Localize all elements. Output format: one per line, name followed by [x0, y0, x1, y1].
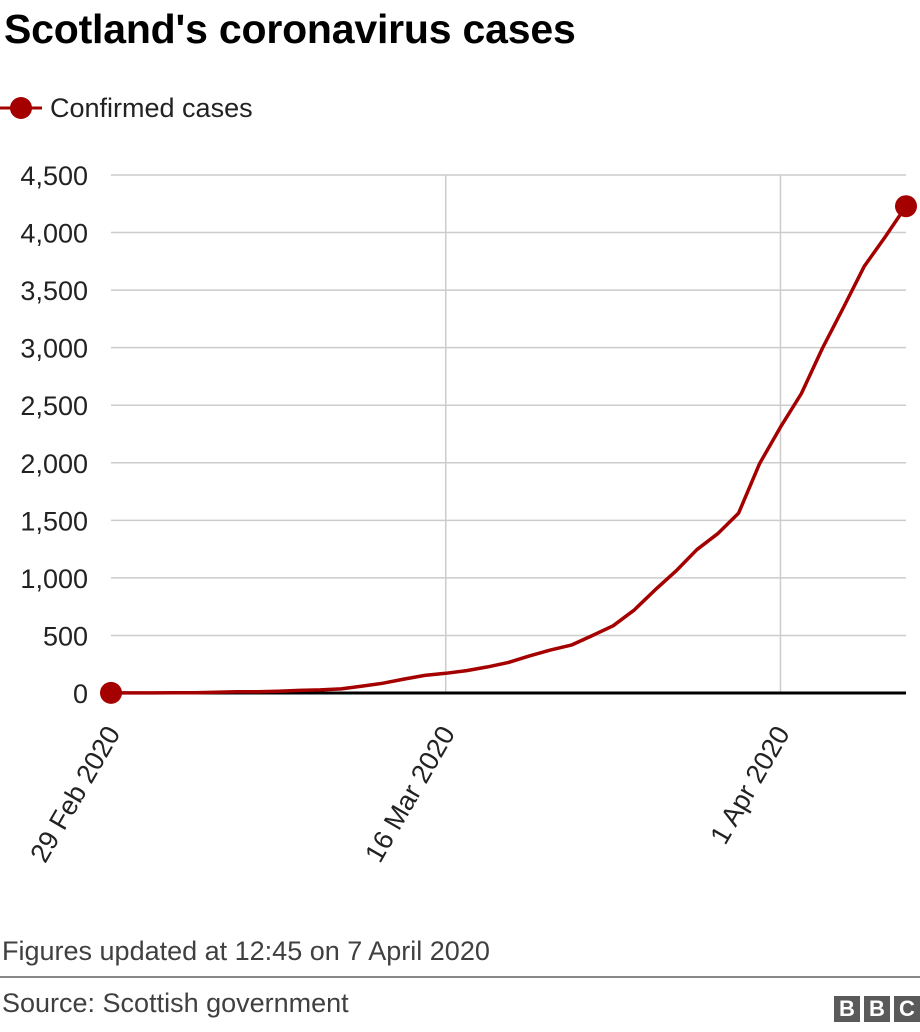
- y-tick-label: 4,500: [20, 161, 88, 191]
- legend: Confirmed cases: [0, 90, 253, 126]
- series-points: [100, 195, 917, 704]
- series-line-confirmed-cases: [109, 204, 908, 695]
- line-chart: 0 500 1,000 1,500 2,000 2,500 3,000 3,500 4,000 4…: [20, 161, 917, 867]
- bbc-logo: B B C: [834, 996, 920, 1022]
- bbc-logo-letter: B: [834, 996, 860, 1022]
- series-end-point: [100, 681, 122, 704]
- y-tick-label: 1,000: [20, 564, 88, 594]
- y-tick-label: 3,000: [20, 334, 88, 364]
- x-tick-label: 29 Feb 2020: [24, 721, 126, 867]
- y-tick-label: 500: [43, 621, 88, 651]
- footer-note: Figures updated at 12:45 on 7 April 2020: [2, 936, 490, 966]
- x-tick-label: 1 Apr 2020: [704, 721, 795, 849]
- x-tick-label: 16 Mar 2020: [359, 721, 461, 867]
- legend-swatch-icon: [0, 97, 42, 119]
- bbc-logo-letter: B: [864, 996, 890, 1022]
- y-tick-label: 1,500: [20, 506, 88, 536]
- y-tick-label: 0: [73, 679, 88, 709]
- x-axis-labels: 29 Feb 2020 16 Mar 2020 1 Apr 2020: [24, 721, 795, 867]
- chart-title: Scotland's coronavirus cases: [4, 6, 576, 52]
- footer-divider: [0, 976, 920, 978]
- y-axis-labels: 0 500 1,000 1,500 2,000 2,500 3,000 3,500 4,000 4…: [20, 161, 88, 709]
- source-credit: Source: Scottish government: [2, 988, 349, 1018]
- gridlines: [111, 174, 906, 693]
- series-end-point: [895, 195, 917, 218]
- y-tick-label: 4,000: [20, 219, 88, 249]
- y-tick-label: 2,500: [20, 391, 88, 421]
- bbc-logo-letter: C: [894, 996, 920, 1022]
- y-tick-label: 2,000: [20, 449, 88, 479]
- y-tick-label: 3,500: [20, 276, 88, 306]
- legend-label-confirmed-cases: Confirmed cases: [50, 92, 253, 123]
